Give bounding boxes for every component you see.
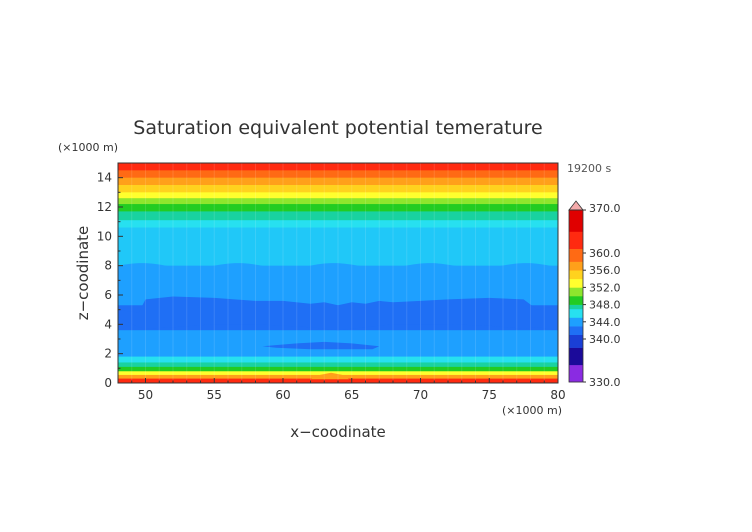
- x-tick-label: 50: [138, 388, 153, 402]
- contour-patch: [262, 341, 380, 350]
- contour-band: [118, 227, 558, 267]
- contour-band: [118, 356, 558, 363]
- contour-band: [118, 185, 558, 193]
- colorbar-label: 352.0: [589, 281, 621, 294]
- colorbar-label: 348.0: [589, 299, 621, 312]
- contour-wave: [118, 263, 558, 272]
- colorbar-frame: [568, 209, 584, 383]
- y-tick-label: 4: [104, 317, 112, 331]
- y-axis-label: z−coodinate: [74, 226, 92, 321]
- y-unit-label: (×1000 m): [58, 141, 118, 154]
- contour-band: [118, 362, 558, 368]
- contour-band: [118, 170, 558, 179]
- colorbar-segment: [569, 317, 583, 327]
- contour-band: [118, 177, 558, 186]
- colorbar-segment: [569, 364, 583, 383]
- colorbar-segment: [569, 304, 583, 310]
- colorbar-segment: [569, 326, 583, 335]
- time-label: 19200 s: [567, 162, 611, 175]
- contour-band: [118, 371, 558, 376]
- plot-area: [118, 163, 558, 383]
- y-tick-label: 8: [104, 259, 112, 273]
- colorbar-segment: [569, 287, 583, 297]
- x-axis-label: x−coodinate: [290, 423, 386, 441]
- contour-mid-layer: [118, 296, 558, 331]
- y-tick-label: 6: [104, 288, 112, 302]
- colorbar-segment: [569, 296, 583, 305]
- colorbar-label: 360.0: [589, 247, 621, 260]
- colorbar-arrow: [568, 200, 584, 211]
- y-tick-label: 12: [97, 200, 112, 214]
- colorbar-segment: [569, 308, 583, 318]
- x-axis: 50 55 60 65 70 75 80: [131, 378, 566, 402]
- colorbar-segment: [569, 278, 583, 288]
- contour-band: [118, 204, 558, 212]
- contour-notch: [310, 372, 349, 380]
- colorbar-segment: [569, 261, 583, 271]
- colorbar-label: 356.0: [589, 264, 621, 277]
- contour-band: [118, 344, 558, 358]
- x-unit-label: (×1000 m): [502, 404, 562, 417]
- y-tick-label: 14: [97, 171, 112, 185]
- colorbar-segment: [569, 210, 583, 232]
- colorbar-segment: [569, 270, 583, 280]
- colorbar-segment: [569, 231, 583, 249]
- y-tick-label: 0: [104, 376, 112, 390]
- contour-band: [118, 366, 558, 372]
- x-tick-label: 70: [413, 388, 428, 402]
- colorbar-label: 330.0: [589, 376, 621, 389]
- x-tick-label: 75: [482, 388, 497, 402]
- y-tick-label: 10: [97, 229, 112, 243]
- colorbar-label: 370.0: [589, 202, 621, 215]
- x-tick-label: 55: [207, 388, 222, 402]
- contour-band: [118, 330, 558, 346]
- contour-band: [118, 220, 558, 229]
- chart-title: Saturation equivalent potential temeratu…: [133, 117, 542, 139]
- y-axis: 0 2 4 6 8 10 12 14: [97, 162, 123, 390]
- contour-band: [118, 192, 558, 199]
- contour-band: [118, 211, 558, 221]
- x-tick-label: 80: [550, 388, 565, 402]
- colorbar-segment: [569, 334, 583, 348]
- y-tick-label: 2: [104, 347, 112, 361]
- contour-band: [118, 198, 558, 205]
- x-tick-label: 60: [275, 388, 290, 402]
- colorbar-label: 344.0: [589, 316, 621, 329]
- contour-band: [118, 163, 558, 171]
- x-tick-label: 65: [344, 388, 359, 402]
- colorbar-segment: [569, 248, 583, 262]
- colorbar-label: 340.0: [589, 333, 621, 346]
- colorbar-segment: [569, 347, 583, 366]
- colorbar: 370.0 360.0 356.0 352.0 348.0 344.0 340.0 330.0: [568, 200, 621, 389]
